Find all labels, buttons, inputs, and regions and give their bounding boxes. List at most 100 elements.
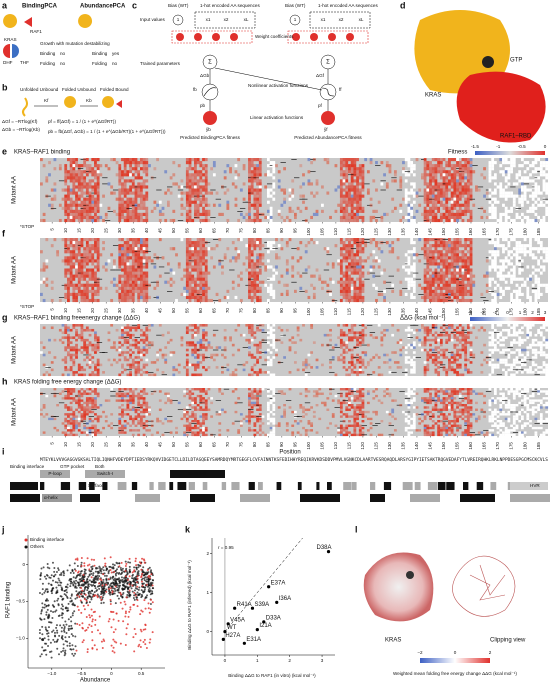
- heatmap-cell: [356, 158, 359, 162]
- heatmap-cell: [448, 286, 451, 290]
- heatmap-cell: [256, 238, 259, 242]
- heatmap-cell: [448, 361, 451, 364]
- heatmap-cell: [353, 256, 357, 260]
- heatmap-cell: [94, 161, 97, 165]
- heatmap-cell: [342, 333, 346, 337]
- heatmap-cell: [112, 341, 116, 344]
- heatmap-cell: [83, 256, 87, 260]
- heatmap-cell: [129, 265, 132, 269]
- heatmap-cell: [67, 218, 70, 223]
- heatmap-cell: [258, 167, 262, 171]
- heatmap-cell: [191, 353, 195, 357]
- heatmap-cell: [131, 268, 135, 272]
- heatmap-cell: [542, 247, 546, 251]
- heatmap-cell: [348, 366, 351, 369]
- heatmap-cell: [421, 247, 424, 251]
- heatmap-cell: [115, 173, 119, 177]
- heatmap-cell: [523, 338, 527, 342]
- heatmap-cell: [431, 206, 435, 210]
- heatmap-cell: [253, 206, 257, 210]
- heatmap-cell: [504, 286, 508, 290]
- heatmap-cell: [123, 182, 127, 186]
- wt-mark: [461, 329, 467, 331]
- heatmap-cell: [456, 191, 459, 195]
- heatmap-cell: [545, 206, 549, 210]
- heatmap-cell: [399, 366, 403, 369]
- heatmap-cell: [302, 200, 305, 204]
- heatmap-cell: [507, 209, 511, 213]
- heatmap-cell: [493, 346, 497, 349]
- heatmap-cell: [485, 289, 489, 293]
- heatmap-cell: [153, 200, 157, 204]
- heatmap-cell: [488, 348, 492, 352]
- heatmap-cell: [248, 326, 251, 330]
- heatmap-cell: [145, 343, 149, 347]
- heatmap-cell: [539, 203, 543, 207]
- wt-mark: [385, 281, 392, 283]
- heatmap-cell: [72, 188, 76, 192]
- heatmap-cell: [307, 170, 311, 174]
- heatmap-cell: [348, 197, 351, 201]
- wt-mark: [388, 275, 394, 277]
- heatmap-cell: [412, 341, 416, 344]
- heatmap-cell: [523, 244, 527, 248]
- heatmap-cell: [194, 331, 197, 335]
- heatmap-cell: [188, 161, 192, 165]
- heatmap-cell: [453, 191, 457, 195]
- heatmap-cell: [539, 292, 543, 297]
- heatmap-cell: [72, 292, 76, 297]
- heatmap-cell: [123, 185, 127, 189]
- heatmap-cell: [348, 262, 351, 266]
- heatmap-cell: [531, 161, 535, 165]
- heatmap-cell: [204, 158, 208, 162]
- heatmap-cell: [361, 358, 365, 362]
- heatmap-cell: [526, 265, 530, 269]
- heatmap-cell: [461, 348, 465, 352]
- heatmap-cell: [515, 331, 519, 335]
- heatmap-cell: [264, 351, 268, 354]
- heatmap-cell: [545, 289, 549, 293]
- heatmap-cell: [464, 343, 468, 347]
- heatmap-cell: [499, 268, 503, 272]
- heatmap-cell: [167, 331, 170, 335]
- heatmap-cell: [67, 338, 70, 342]
- heatmap-cell: [142, 167, 146, 171]
- heatmap-cell: [285, 289, 289, 293]
- heatmap-cell: [466, 164, 470, 168]
- heatmap-cell: [507, 271, 511, 275]
- heatmap-cell: [534, 280, 538, 284]
- heatmap-cell: [61, 197, 65, 201]
- heatmap-cell: [129, 238, 132, 242]
- heatmap-cell: [369, 197, 373, 201]
- heatmap-cell: [202, 366, 205, 369]
- heatmap-cell: [442, 292, 446, 297]
- heatmap-cell: [207, 247, 211, 251]
- heatmap-cell: [345, 167, 349, 171]
- heatmap-cell: [96, 253, 100, 257]
- heatmap-cell: [464, 366, 468, 369]
- heatmap-cell: [121, 328, 124, 332]
- heatmap-cell: [123, 265, 127, 269]
- heatmap-cell: [180, 212, 184, 217]
- heatmap-cell: [534, 200, 538, 204]
- heatmap-cell: [248, 338, 251, 342]
- heatmap-cell: [272, 328, 276, 332]
- heatmap-cell: [237, 253, 241, 257]
- heatmap-cell: [48, 338, 51, 342]
- heatmap-cell: [188, 289, 192, 293]
- heatmap-cell: [61, 336, 65, 339]
- heatmap-cell: [339, 268, 343, 272]
- wt-mark: [142, 263, 149, 265]
- heatmap-cell: [493, 343, 497, 347]
- heatmap-cell: [291, 209, 295, 213]
- heatmap-cell: [342, 366, 346, 369]
- heatmap-cell: [356, 203, 359, 207]
- wt-mark: [150, 281, 157, 283]
- heatmap-cell: [466, 191, 470, 195]
- heatmap-cell: [194, 346, 197, 349]
- heatmap-cell: [80, 336, 84, 339]
- x-tick-label: 5: [49, 308, 54, 311]
- heatmap-cell: [115, 348, 119, 352]
- heatmap-cell: [104, 212, 108, 217]
- heatmap-cell: [431, 238, 435, 242]
